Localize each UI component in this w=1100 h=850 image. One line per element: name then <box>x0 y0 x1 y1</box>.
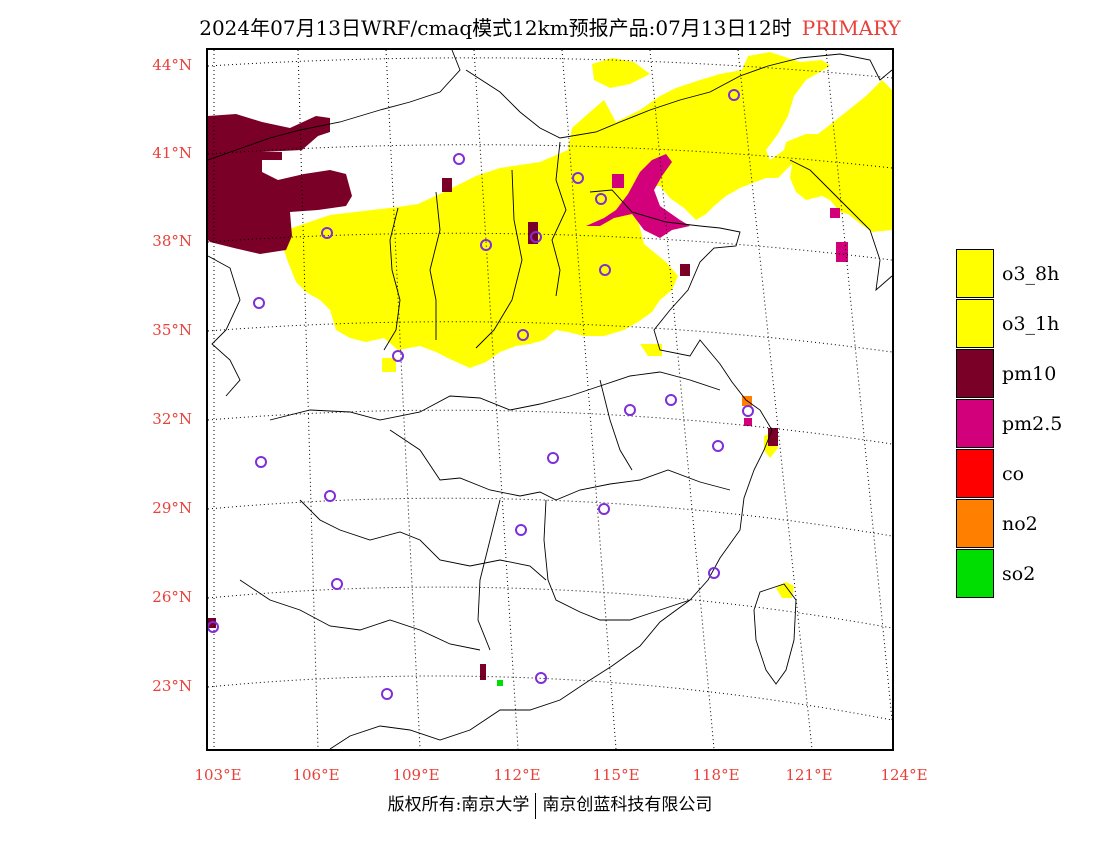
lon-label-112: 112°E <box>493 766 541 784</box>
lat-label-38: 38°N <box>152 232 192 250</box>
station-circle-icon <box>208 621 219 633</box>
station-circle-icon <box>530 231 542 243</box>
legend-label: so2 <box>1002 563 1036 585</box>
lat-label-29: 29°N <box>152 499 192 517</box>
legend-label: pm2.5 <box>1002 413 1063 435</box>
station-circle-icon <box>665 394 677 406</box>
legend-swatch <box>956 549 994 598</box>
legend-label: o3_1h <box>1002 313 1060 335</box>
lon-label-109: 109°E <box>392 766 440 784</box>
lon-label-115: 115°E <box>592 766 640 784</box>
lat-label-44: 44°N <box>152 56 192 74</box>
lat-label-26: 26°N <box>152 588 192 606</box>
legend-swatch <box>956 249 994 298</box>
station-circle-icon <box>595 193 607 205</box>
map-title: 2024年07月13日WRF/cmaq模式12km预报产品:07月13日12时 P… <box>0 12 1100 41</box>
station-circle-icon <box>480 239 492 251</box>
lon-label-106: 106°E <box>292 766 340 784</box>
station-circle-icon <box>742 405 754 417</box>
station-circle-icon <box>517 329 529 341</box>
lat-label-23: 23°N <box>152 677 192 695</box>
copyright-footer: 版权所有:南京大学 南京创蓝科技有限公司 <box>0 790 1100 819</box>
legend-label: pm10 <box>1002 363 1057 385</box>
station-circle-icon <box>381 688 393 700</box>
station-markers <box>208 89 754 700</box>
station-circle-icon <box>712 440 724 452</box>
graticule <box>208 50 892 749</box>
station-circle-icon <box>728 89 740 101</box>
title-main: 2024年07月13日WRF/cmaq模式12km预报产品:07月13日12时 <box>199 16 792 40</box>
station-circle-icon <box>708 567 720 579</box>
station-circle-icon <box>535 672 547 684</box>
station-circle-icon <box>572 172 584 184</box>
station-circle-icon <box>321 227 333 239</box>
copyright-left: 版权所有:南京大学 <box>387 795 530 815</box>
legend-swatch <box>956 299 994 348</box>
title-tag: PRIMARY <box>801 16 901 40</box>
station-circle-icon <box>599 264 611 276</box>
copyright-right: 南京创蓝科技有限公司 <box>542 795 713 815</box>
lat-label-32: 32°N <box>152 410 192 428</box>
legend-swatch <box>956 449 994 498</box>
station-circle-icon <box>547 452 559 464</box>
station-circle-icon <box>598 503 610 515</box>
legend-swatch <box>956 499 994 548</box>
legend-swatch <box>956 349 994 398</box>
lon-label-121: 121°E <box>785 766 833 784</box>
so2-field <box>497 680 503 686</box>
legend-label: o3_8h <box>1002 263 1060 285</box>
station-circle-icon <box>624 404 636 416</box>
legend-swatch <box>956 399 994 448</box>
station-circle-icon <box>331 578 343 590</box>
o3-field <box>282 52 892 598</box>
boundaries <box>208 50 892 749</box>
station-circle-icon <box>392 350 404 362</box>
station-circle-icon <box>324 490 336 502</box>
station-circle-icon <box>253 297 265 309</box>
lat-label-35: 35°N <box>152 321 192 339</box>
station-circle-icon <box>255 456 267 468</box>
station-circle-icon <box>453 153 465 165</box>
lat-label-41: 41°N <box>152 144 192 162</box>
lon-label-103: 103°E <box>194 766 242 784</box>
lon-label-118: 118°E <box>692 766 740 784</box>
lon-label-124: 124°E <box>880 766 928 784</box>
legend-label: co <box>1002 463 1025 485</box>
footer-divider <box>535 792 537 819</box>
station-circle-icon <box>515 524 527 536</box>
pm25-field <box>586 154 848 426</box>
legend-label: no2 <box>1002 513 1038 535</box>
